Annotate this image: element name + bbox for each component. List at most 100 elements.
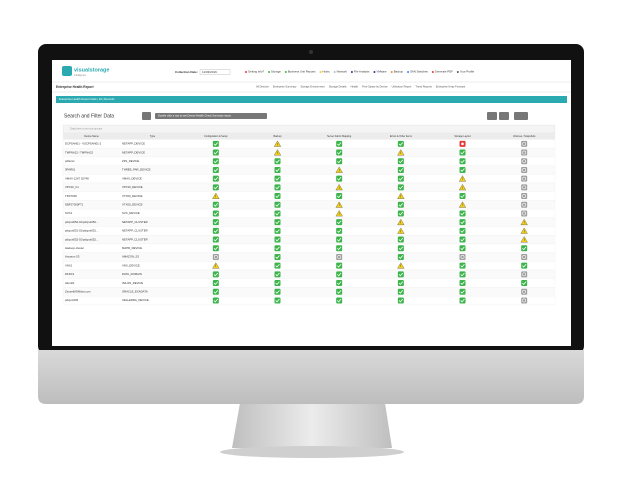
column-header[interactable]: Backup xyxy=(274,135,283,138)
status-glyph xyxy=(337,229,342,233)
panel-bar xyxy=(56,96,567,103)
status-icon xyxy=(336,227,343,234)
status-glyph xyxy=(213,272,219,277)
status-glyph: ! xyxy=(400,264,401,268)
nav-item[interactable]: Storage xyxy=(271,70,281,74)
status-glyph xyxy=(213,150,219,155)
table-row[interactable] xyxy=(62,295,556,305)
status-glyph: ! xyxy=(524,229,525,233)
subnav-item[interactable]: Utilization Report xyxy=(392,85,412,89)
status-icon xyxy=(274,288,281,295)
nav-item[interactable]: VMware xyxy=(376,70,387,74)
status-icon xyxy=(212,175,219,182)
subnav-item[interactable]: All Devices xyxy=(256,85,270,89)
device-name: SVC1 xyxy=(65,211,73,215)
status-icon xyxy=(212,158,219,165)
status-glyph xyxy=(460,255,465,259)
toolbar-button[interactable] xyxy=(487,112,497,120)
subnav-item[interactable]: Free Space by Device xyxy=(362,85,388,89)
status-glyph xyxy=(522,211,527,216)
status-glyph: ! xyxy=(339,212,340,216)
device-name: VMAX-1267 02748 xyxy=(65,176,89,180)
column-header[interactable]: Server Fabric Mapping xyxy=(327,135,352,138)
column-header[interactable]: Type xyxy=(150,135,156,138)
status-glyph xyxy=(213,298,219,303)
status-icon xyxy=(336,253,343,260)
status-icon xyxy=(397,253,404,260)
status-icon xyxy=(521,140,528,147)
status-icon xyxy=(274,219,281,226)
subnav-item[interactable]: Enterprise Summary xyxy=(273,85,297,89)
clear-button[interactable] xyxy=(142,112,151,120)
status-glyph xyxy=(337,176,342,181)
status-glyph xyxy=(522,263,527,268)
nav-item[interactable]: Hosts xyxy=(322,70,330,74)
status-glyph: ! xyxy=(524,238,525,242)
nav-item[interactable]: Business Unit Reports xyxy=(288,70,316,74)
nav-item[interactable]: File Analysis xyxy=(354,70,370,74)
device-type: DATA_DOMAIN xyxy=(122,272,142,276)
status-icon xyxy=(274,253,281,260)
status-glyph xyxy=(398,176,404,181)
status-icon xyxy=(336,288,343,295)
status-icon xyxy=(336,271,343,278)
status-glyph xyxy=(213,229,219,233)
nav-dot xyxy=(407,71,410,73)
status-icon xyxy=(459,297,466,304)
status-glyph xyxy=(275,168,280,172)
nav-item[interactable]: Backup xyxy=(394,70,404,74)
column-header[interactable]: Volumes / Snapshots xyxy=(513,135,536,138)
nav-item[interactable]: Network xyxy=(337,70,348,74)
nav-item[interactable]: Getting Info? xyxy=(248,70,264,74)
device-name: DFDC1 xyxy=(65,272,75,276)
status-glyph xyxy=(275,281,280,286)
status-glyph xyxy=(337,237,342,242)
subnav-item[interactable]: Trend Reports xyxy=(415,85,432,89)
status-icon xyxy=(274,201,281,208)
group-bar xyxy=(62,124,556,134)
status-glyph xyxy=(460,168,465,172)
subnav-item[interactable]: Storage Details xyxy=(329,85,347,89)
toolbar-button[interactable] xyxy=(499,112,509,120)
nav-item[interactable]: SAN Switches xyxy=(410,70,428,74)
status-glyph xyxy=(460,263,465,268)
status-icon xyxy=(212,201,219,208)
column-header[interactable]: Configuration & Setup xyxy=(204,135,228,138)
report-title: Enterprise Health Report xyxy=(56,85,94,89)
nav-dot xyxy=(333,71,336,73)
status-glyph xyxy=(337,142,342,146)
subnav-item[interactable]: Enterprise Array Forecast xyxy=(436,85,466,89)
status-icon xyxy=(335,201,343,208)
status-glyph xyxy=(460,211,465,216)
column-header[interactable]: Storage Layout xyxy=(454,135,471,138)
status-icon xyxy=(274,175,281,182)
nav-dot xyxy=(268,71,271,73)
status-glyph xyxy=(213,211,219,216)
status-icon xyxy=(521,253,528,260)
toolbar-button[interactable] xyxy=(514,112,528,120)
column-header[interactable]: Device Name xyxy=(84,135,99,138)
status-icon xyxy=(336,297,343,304)
status-icon xyxy=(212,280,219,287)
status-icon xyxy=(274,245,281,252)
column-header[interactable]: Errors & Other Items xyxy=(390,135,413,138)
status-glyph xyxy=(337,220,342,225)
nav-dot xyxy=(456,71,459,73)
date-box[interactable] xyxy=(199,69,231,75)
device-type: VTX00_DEVICE xyxy=(122,202,143,206)
status-glyph xyxy=(398,168,404,172)
status-glyph xyxy=(398,211,404,216)
device-name: pdcpot303 xyxy=(65,298,79,302)
nav-item[interactable]: Generate PDF xyxy=(435,70,453,74)
status-icon xyxy=(521,175,528,182)
status-icon xyxy=(397,271,404,278)
subnav-item[interactable]: Storage Environment xyxy=(300,85,325,89)
nav-dot xyxy=(390,71,393,73)
status-icon xyxy=(459,236,466,243)
nav-item[interactable]: Your Profile xyxy=(460,70,475,74)
status-glyph xyxy=(337,263,342,268)
status-glyph xyxy=(460,194,465,199)
subnav-item[interactable]: Health xyxy=(351,85,359,89)
